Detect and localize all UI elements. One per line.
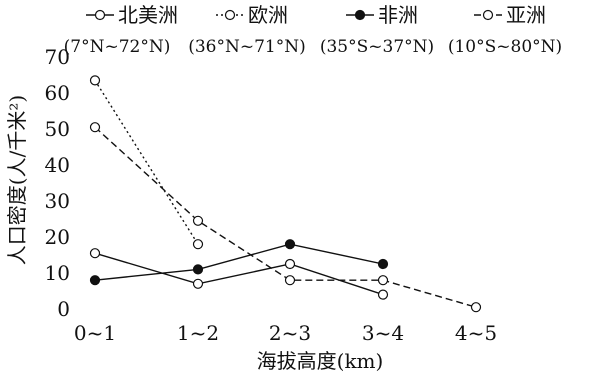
x-tick-label: 4~5 — [455, 321, 497, 345]
data-point — [284, 239, 296, 250]
series-line — [94, 243, 384, 281]
plot-area — [89, 75, 482, 313]
series-欧洲 — [89, 75, 204, 250]
legend-swatch-marker — [94, 9, 106, 21]
data-point — [192, 239, 204, 250]
legend-range: (35°S~37°N) — [320, 37, 434, 57]
series-亚洲 — [89, 122, 482, 313]
y-tick-label: 0 — [57, 297, 70, 321]
legend-label: 非洲 — [378, 3, 418, 27]
data-point — [89, 122, 101, 133]
x-axis-ticks: 0~1 1~2 2~3 3~4 4~5 — [74, 321, 497, 345]
y-tick-label: 70 — [45, 45, 70, 69]
data-point — [89, 275, 101, 286]
legend-swatch-marker — [482, 9, 494, 21]
legend-label: 北美洲 — [118, 3, 178, 27]
legend-label: 欧洲 — [248, 3, 288, 27]
x-tick-label: 3~4 — [362, 321, 404, 345]
legend-range: (36°N~71°N) — [188, 37, 306, 57]
x-tick-label: 2~3 — [269, 321, 311, 345]
legend-item: 北美洲 (7°N~72°N) — [64, 3, 178, 57]
legend-item: 非洲 (35°S~37°N) — [320, 3, 434, 57]
y-tick-label: 50 — [45, 117, 70, 141]
series-line — [94, 252, 384, 296]
y-tick-label: 10 — [45, 261, 70, 285]
y-tick-label: 60 — [45, 81, 70, 105]
legend-swatch-marker — [224, 9, 236, 21]
data-point — [284, 275, 296, 286]
x-axis-label: 海拔高度(km) — [257, 349, 384, 373]
legend-range: (7°N~72°N) — [64, 37, 171, 57]
y-axis-ticks: 0 10 20 30 40 50 60 70 — [45, 45, 70, 321]
y-axis-label: 人口密度(人/千米²) — [5, 95, 29, 265]
y-tick-label: 30 — [45, 189, 70, 213]
data-point — [377, 275, 389, 286]
series-非洲 — [89, 239, 389, 286]
data-point — [89, 248, 101, 259]
data-point — [470, 302, 482, 313]
legend-swatch-marker — [354, 9, 366, 21]
x-tick-label: 0~1 — [74, 321, 116, 345]
legend: 北美洲 (7°N~72°N) 欧洲 (36°N~71°N) 非洲 (35°S~37°N) 亚… — [64, 3, 563, 57]
series-line — [94, 80, 199, 245]
legend-range: (10°S~80°N) — [448, 37, 562, 57]
x-tick-label: 1~2 — [177, 321, 219, 345]
data-point — [89, 75, 101, 86]
legend-item: 欧洲 (36°N~71°N) — [188, 3, 306, 57]
data-point — [377, 289, 389, 300]
data-point — [192, 264, 204, 275]
series-北美洲 — [89, 248, 389, 300]
data-point — [192, 278, 204, 289]
y-tick-label: 20 — [45, 225, 70, 249]
data-point — [192, 215, 204, 226]
legend-item: 亚洲 (10°S~80°N) — [448, 3, 562, 57]
y-tick-label: 40 — [45, 153, 70, 177]
data-point — [284, 258, 296, 270]
legend-label: 亚洲 — [506, 3, 546, 27]
data-point — [377, 258, 389, 270]
